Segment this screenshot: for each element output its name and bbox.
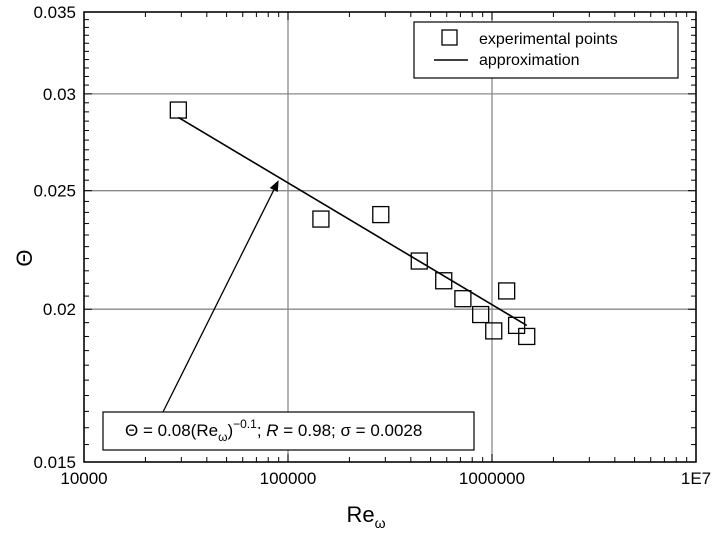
data-point-square bbox=[454, 290, 472, 308]
data-point-square bbox=[518, 327, 536, 346]
annotation: Θ = 0.08(Reω)−0.1; R = 0.98; σ = 0.0028 bbox=[102, 180, 475, 451]
annotation-formula: Θ = 0.08(Reω)−0.1; R = 0.98; σ = 0.0028 bbox=[125, 417, 422, 444]
data-point-square bbox=[410, 252, 428, 270]
y-tick-label: 0.025 bbox=[33, 182, 76, 201]
x-tick-label: 1000000 bbox=[459, 469, 525, 488]
x-axis-title-subscript: ω bbox=[375, 515, 386, 531]
x-axis-title: Reω bbox=[346, 502, 385, 531]
minor-ticks bbox=[83, 11, 696, 463]
legend-label-approximation: approximation bbox=[479, 52, 580, 69]
legend-box bbox=[413, 21, 679, 79]
data-point-square bbox=[472, 305, 490, 324]
annotation-box bbox=[102, 411, 475, 451]
data-point-square bbox=[435, 272, 453, 290]
experimental-points bbox=[169, 101, 536, 346]
data-point-square bbox=[169, 101, 187, 119]
data-point-square bbox=[372, 205, 390, 224]
y-tick-label: 0.035 bbox=[33, 3, 76, 22]
y-tick-label: 0.015 bbox=[33, 453, 76, 472]
legend: experimental points approximation bbox=[413, 21, 679, 79]
y-axis-title: Θ bbox=[12, 249, 37, 266]
annotation-arrowhead bbox=[269, 180, 279, 193]
data-point-square bbox=[507, 316, 526, 335]
data-point-square bbox=[498, 282, 516, 300]
data-point-square bbox=[312, 210, 330, 228]
approximation-line-segment bbox=[177, 116, 528, 327]
grid-lines bbox=[83, 11, 697, 463]
y-tick-label: 0.02 bbox=[43, 300, 76, 319]
x-tick-labels: 10000 100000 1000000 1E7 bbox=[60, 469, 711, 488]
x-tick-label: 1E7 bbox=[681, 469, 711, 488]
x-tick-label: 100000 bbox=[260, 469, 317, 488]
approximation-line bbox=[177, 116, 528, 327]
plot-frame bbox=[83, 11, 697, 463]
annotation-arrow bbox=[162, 189, 275, 413]
annotation-superscript: −0.1 bbox=[233, 417, 257, 431]
y-tick-label: 0.03 bbox=[43, 85, 76, 104]
annotation-subscript: ω bbox=[218, 430, 227, 444]
legend-label-experimental: experimental points bbox=[479, 31, 618, 48]
y-tick-labels: 0.015 0.02 0.025 0.03 0.035 bbox=[33, 3, 76, 472]
data-point-square bbox=[485, 322, 503, 340]
x-tick-label: 10000 bbox=[60, 469, 107, 488]
legend-square-marker bbox=[441, 29, 458, 46]
